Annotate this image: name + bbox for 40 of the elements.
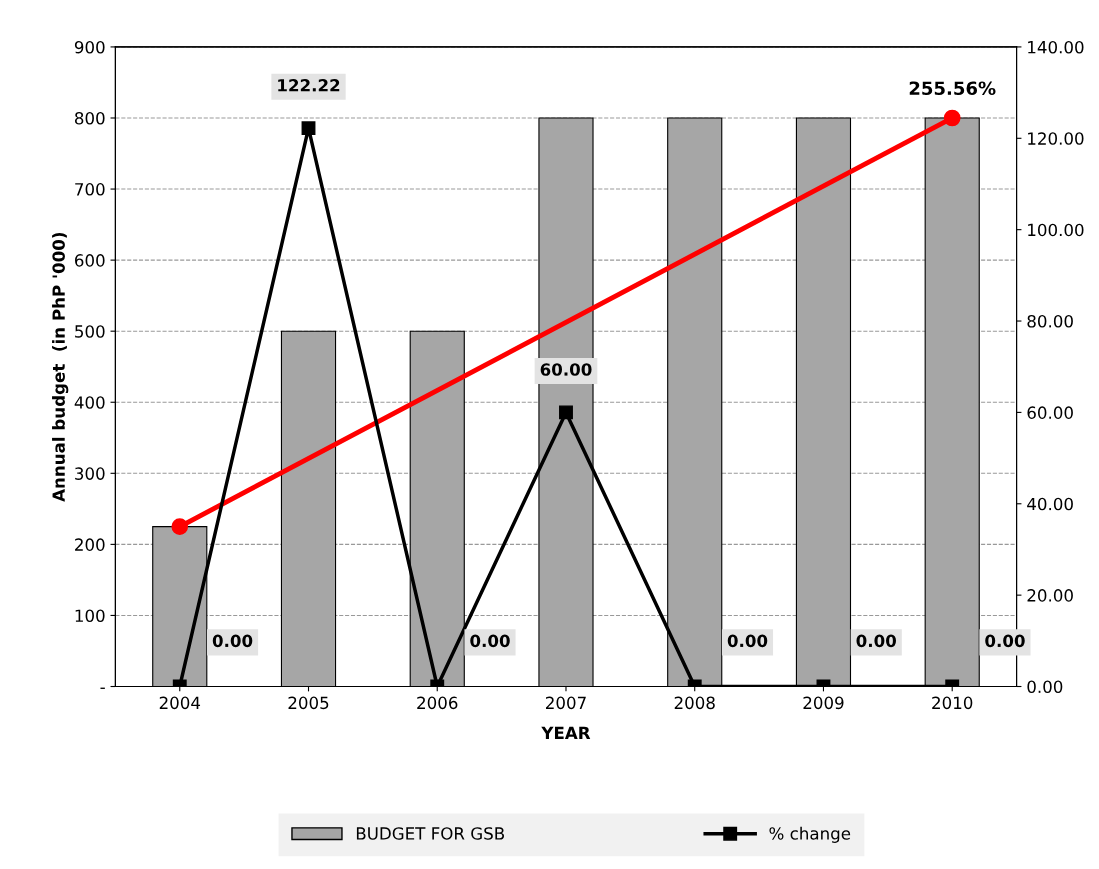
x-tick-label: 2005 bbox=[288, 696, 329, 710]
y-tick-label: 500 bbox=[75, 325, 105, 338]
data-label: 122.22 bbox=[278, 78, 340, 92]
y-tick-label: 100 bbox=[75, 609, 105, 623]
y-tick-label: 300 bbox=[75, 467, 105, 480]
bar bbox=[280, 330, 337, 687]
data-label: 60.00 bbox=[540, 363, 592, 376]
x-tick-label: 2006 bbox=[417, 696, 458, 710]
legend-label: % change bbox=[769, 826, 851, 843]
data-label: 0.00 bbox=[470, 634, 510, 648]
data-label: 0.00 bbox=[856, 634, 897, 648]
y-tick-label: 900 bbox=[74, 40, 105, 54]
data-label: 0.00 bbox=[212, 634, 253, 648]
y-tick-label: 700 bbox=[75, 183, 105, 196]
x-tick-label: 2009 bbox=[803, 696, 844, 710]
point bbox=[301, 121, 316, 136]
x-tick-label: 2010 bbox=[932, 696, 973, 710]
y2-tick-label: 0.00 bbox=[1027, 680, 1063, 694]
annotation: 255.56% bbox=[909, 81, 996, 96]
x-tick-label: 2007 bbox=[546, 696, 586, 710]
point bbox=[559, 405, 573, 420]
y2-tick-label: 100.00 bbox=[1028, 223, 1084, 237]
data-label: 0.00 bbox=[727, 634, 768, 648]
y-tick-label: 200 bbox=[75, 538, 105, 551]
y2-tick-label: 140.00 bbox=[1028, 40, 1084, 54]
y-tick-label: 800 bbox=[74, 111, 105, 125]
y-axis-title: Annual budget (in PhP '000) bbox=[52, 232, 69, 502]
y-tick-label: - bbox=[100, 687, 105, 689]
y2-tick-label: 60.00 bbox=[1027, 406, 1073, 419]
x-axis-title: YEAR bbox=[541, 726, 591, 739]
y-tick-label: 400 bbox=[74, 396, 105, 409]
y-tick-label: 600 bbox=[75, 254, 105, 267]
y2-tick-label: 80.00 bbox=[1027, 315, 1073, 328]
y2-tick-label: 40.00 bbox=[1027, 497, 1073, 511]
legend-label: BUDGET FOR GSB bbox=[356, 827, 505, 840]
data-label: 0.00 bbox=[985, 634, 1025, 648]
y2-tick-label: 120.00 bbox=[1028, 132, 1084, 145]
x-tick-label: 2004 bbox=[159, 696, 201, 710]
x-tick-label: 2008 bbox=[674, 696, 715, 710]
y2-tick-label: 20.00 bbox=[1027, 589, 1073, 602]
